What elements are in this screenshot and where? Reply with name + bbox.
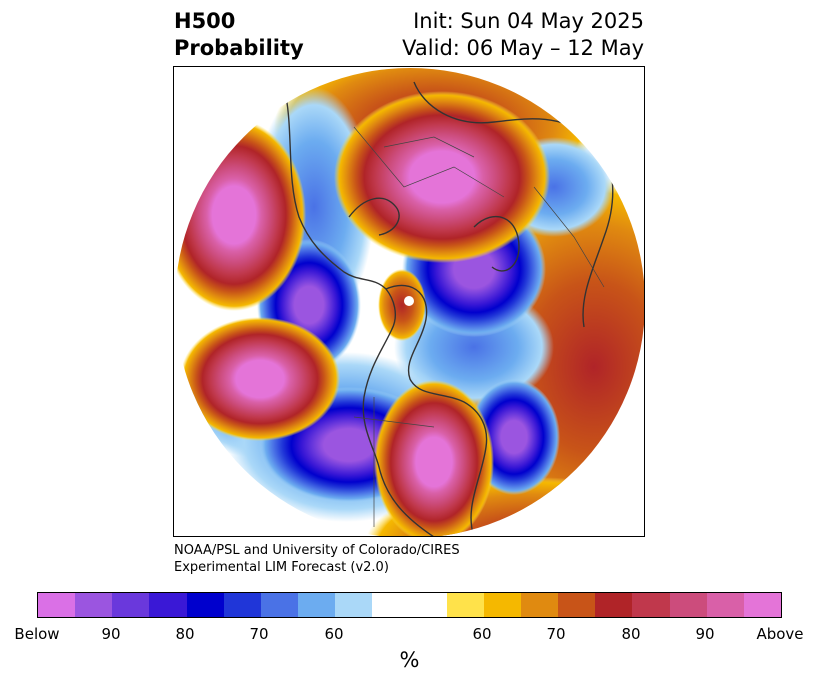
colorbar-tick-label: 60 [324, 625, 344, 643]
colorbar-segment [335, 593, 373, 617]
title-block-right: Init: Sun 04 May 2025 Valid: 06 May – 12… [402, 8, 644, 62]
political-borders [353, 126, 605, 527]
colorbar-tick-label: 90 [695, 625, 715, 643]
colorbar-tick-label: 80 [175, 625, 195, 643]
colorbar-segment [112, 593, 150, 617]
above-eastern-north-america [374, 380, 494, 536]
init-date: Init: Sun 04 May 2025 [413, 9, 644, 33]
above-polar-small [378, 269, 426, 341]
colorbar-segment [372, 593, 447, 617]
colorbar-tick-label: 70 [249, 625, 269, 643]
colorbar-segment [706, 593, 744, 617]
colorbar-segment [260, 593, 299, 617]
colorbar-tick-label: 70 [546, 625, 566, 643]
colorbar-segment [186, 593, 224, 617]
colorbar-segment [149, 593, 187, 617]
above-central-europe [334, 91, 550, 263]
coast-canada-arctic [385, 284, 488, 536]
colorbar-segment [521, 593, 559, 617]
polar-map [173, 66, 645, 537]
colorbar-tick-label: Below [14, 625, 60, 643]
above-central-pacific [180, 317, 340, 441]
title-product: Probability [174, 36, 304, 60]
colorbar-segment [223, 593, 261, 617]
colorbar-segment [446, 593, 484, 617]
colorbar-tick-label: Above [756, 625, 804, 643]
colorbar-unit: % [399, 648, 420, 672]
border-line-e [383, 136, 475, 158]
anomaly-field [175, 68, 644, 536]
border-line-b [353, 416, 435, 428]
credit-line-2: Experimental LIM Forecast (v2.0) [174, 560, 389, 575]
border-line-c [353, 126, 505, 198]
colorbar-tick-label: 90 [101, 625, 121, 643]
coastlines [283, 81, 614, 536]
colorbar-tick-label: 80 [621, 625, 641, 643]
colorbar-segment [75, 593, 113, 617]
north-pole-marker [404, 296, 414, 306]
colorbar-segment [298, 593, 336, 617]
colorbar-segment [595, 593, 633, 617]
coast-greenland-north [348, 197, 400, 236]
colorbar-segment [38, 593, 76, 617]
colorbar [37, 592, 782, 618]
colorbar-segment [669, 593, 707, 617]
colorbar-segment [558, 593, 596, 617]
map-svg [175, 68, 644, 536]
credit-block: NOAA/PSL and University of Colorado/CIRE… [174, 542, 460, 576]
colorbar-tick-label: 60 [472, 625, 492, 643]
credit-line-1: NOAA/PSL and University of Colorado/CIRE… [174, 543, 460, 558]
title-block-left: H500 Probability [174, 8, 304, 62]
colorbar-segment [743, 593, 782, 617]
colorbar-segment [632, 593, 670, 617]
valid-range: Valid: 06 May – 12 May [402, 36, 644, 60]
colorbar-segment [483, 593, 522, 617]
colorbar-ticks: Below 90 80 70 60 60 70 80 90 Above [0, 625, 819, 645]
coast-novaya-zemlya [473, 216, 520, 272]
coast-america-west [283, 86, 435, 536]
title-variable: H500 [174, 9, 236, 33]
border-line-d [533, 186, 605, 288]
